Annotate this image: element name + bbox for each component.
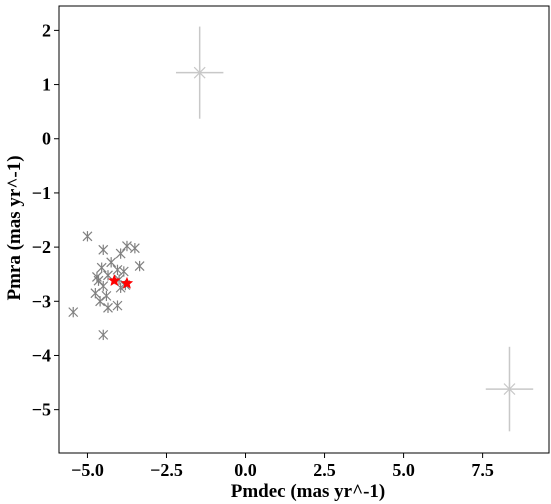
- plot-marks: [68, 26, 534, 432]
- highlight-star: [107, 274, 121, 287]
- data-point: [115, 248, 126, 259]
- data-point: [96, 262, 107, 273]
- x-tick-label: 0.0: [234, 460, 257, 480]
- x-axis-ticks: −5.0 −2.5 0.0 2.5 5.0 7.5: [71, 453, 494, 480]
- y-tick-label: −5: [32, 400, 51, 420]
- data-point: [92, 271, 102, 283]
- y-tick-label: 0: [42, 129, 51, 149]
- data-point: [90, 287, 101, 299]
- plot-frame: [58, 5, 550, 454]
- x-tick-label: 5.0: [392, 460, 415, 480]
- x-axis-label: Pmdec (mas yr^-1): [231, 481, 386, 502]
- data-point: [193, 66, 206, 79]
- data-point: [103, 270, 113, 281]
- data-point: [106, 257, 117, 268]
- data-point: [98, 280, 109, 292]
- y-tick-label: −2: [32, 237, 51, 257]
- data-point: [95, 296, 106, 307]
- y-axis-ticks: 2 1 0 −1 −2 −3 −4 −5: [32, 20, 59, 420]
- y-tick-label: −1: [32, 183, 51, 203]
- x-tick-label: 2.5: [313, 460, 336, 480]
- x-tick-label: 7.5: [471, 460, 494, 480]
- data-point: [118, 266, 129, 277]
- data-point: [503, 382, 516, 396]
- data-point: [103, 302, 113, 313]
- y-axis-label: Pmra (mas yr^-1): [4, 155, 25, 300]
- data-point: [112, 264, 123, 276]
- data-point: [129, 243, 140, 254]
- data-point: [112, 300, 123, 311]
- y-tick-label: 2: [42, 20, 51, 40]
- data-point: [98, 329, 109, 341]
- data-point: [101, 290, 112, 302]
- x-tick-label: −5.0: [71, 460, 104, 480]
- y-tick-label: −4: [32, 345, 51, 365]
- y-tick-label: 1: [42, 75, 51, 95]
- x-tick-label: −2.5: [150, 460, 183, 480]
- data-point: [134, 260, 145, 272]
- data-point: [82, 231, 93, 242]
- data-point: [68, 306, 79, 318]
- data-point: [122, 240, 132, 252]
- y-tick-label: −3: [32, 291, 51, 311]
- data-point: [98, 244, 109, 255]
- highlight-star: [120, 276, 134, 289]
